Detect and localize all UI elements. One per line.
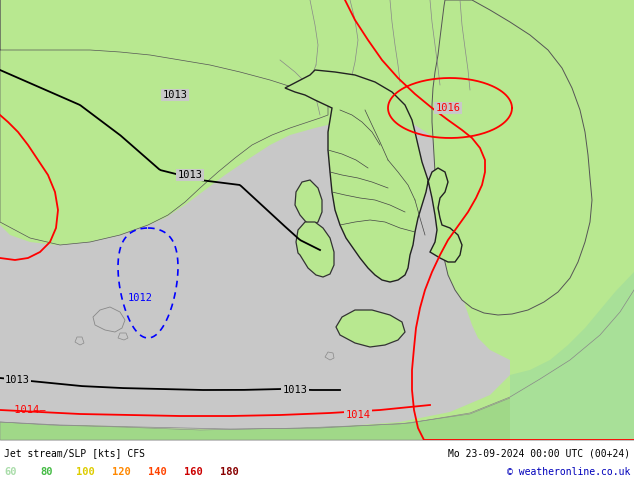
Polygon shape	[0, 0, 328, 245]
Polygon shape	[510, 272, 634, 440]
Text: 1013: 1013	[283, 385, 307, 395]
Text: 1016: 1016	[436, 103, 460, 113]
Text: 60: 60	[4, 467, 16, 477]
Text: 1013: 1013	[178, 170, 202, 180]
Text: 160: 160	[184, 467, 203, 477]
Polygon shape	[432, 0, 592, 315]
Text: © weatheronline.co.uk: © weatheronline.co.uk	[507, 467, 630, 477]
Bar	[0, 440, 634, 490]
Text: —1014—: —1014—	[8, 405, 46, 415]
Text: Jet stream/SLP [kts] CFS: Jet stream/SLP [kts] CFS	[4, 448, 145, 458]
Polygon shape	[0, 0, 634, 124]
Text: 80: 80	[40, 467, 53, 477]
Polygon shape	[285, 70, 462, 282]
Text: 1012: 1012	[127, 293, 153, 303]
Polygon shape	[0, 100, 510, 430]
Text: Mo 23-09-2024 00:00 UTC (00+24): Mo 23-09-2024 00:00 UTC (00+24)	[448, 448, 630, 458]
Polygon shape	[93, 307, 125, 332]
Text: 100: 100	[76, 467, 94, 477]
Text: 120: 120	[112, 467, 131, 477]
Bar	[0, 0, 634, 440]
Polygon shape	[295, 180, 322, 225]
Polygon shape	[0, 290, 634, 440]
Text: 180: 180	[220, 467, 239, 477]
Text: 1013: 1013	[162, 90, 188, 100]
Text: 1013: 1013	[5, 375, 30, 385]
Text: 140: 140	[148, 467, 167, 477]
Polygon shape	[118, 333, 128, 340]
Polygon shape	[296, 222, 334, 277]
Text: 1014: 1014	[346, 410, 370, 420]
Polygon shape	[75, 337, 84, 345]
Polygon shape	[325, 352, 334, 360]
Polygon shape	[336, 310, 405, 347]
